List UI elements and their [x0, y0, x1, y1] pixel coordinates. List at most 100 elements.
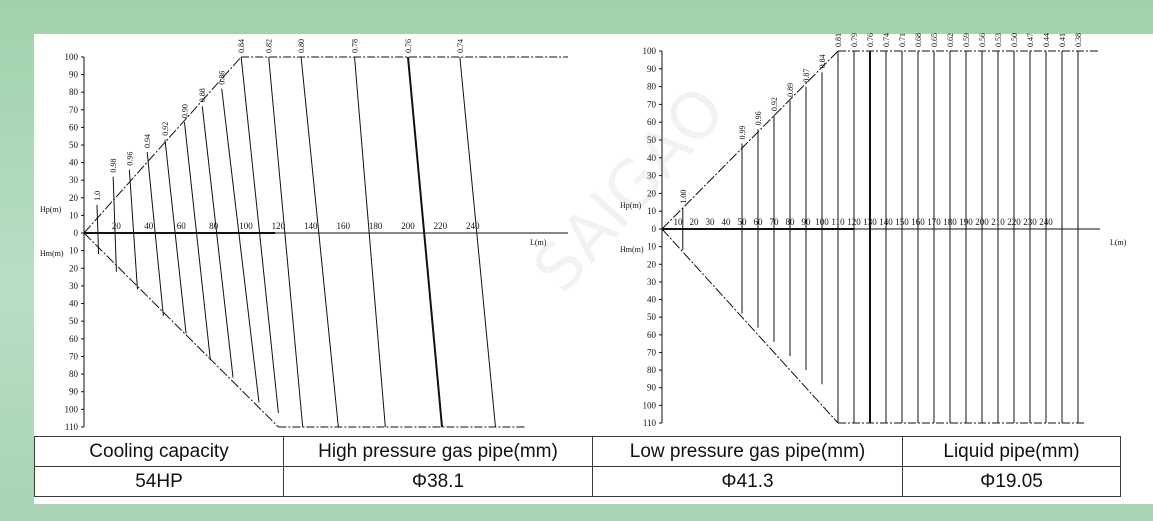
series-label: 0.80 [297, 39, 306, 53]
hp-tick-label: 30 [69, 175, 79, 185]
hm-tick-label: 80 [69, 369, 79, 379]
series-label: 0.89 [786, 83, 795, 97]
hm-tick-label: 60 [69, 334, 79, 344]
spec-table: Cooling capacity High pressure gas pipe(… [34, 436, 1121, 497]
hp-tick-label: 30 [647, 171, 657, 181]
hp-axis-label: Hp(m) [40, 205, 62, 214]
series-label: 0.38 [1074, 33, 1083, 47]
hm-tick-label: 70 [647, 347, 657, 357]
hp-axis-label: Hp(m) [620, 201, 642, 210]
series-label: 0.56 [978, 33, 987, 47]
hp-tick-label: 50 [647, 135, 657, 145]
table-header-row: Cooling capacity High pressure gas pipe(… [34, 436, 1121, 467]
x-tick-label: 180 [369, 221, 383, 231]
series-label: 0.82 [265, 39, 274, 53]
series-label: 0.50 [1010, 33, 1019, 47]
series-label: 0.74 [456, 39, 465, 53]
x-tick-label: 120 [272, 221, 286, 231]
x-tick-label: 100 [239, 221, 253, 231]
series-label: 0.99 [738, 126, 747, 140]
hm-tick-label: 70 [69, 351, 79, 361]
series-line [240, 56, 279, 413]
series-line [183, 122, 211, 361]
hp-tick-label: 60 [69, 122, 79, 132]
series-label: 0.44 [1042, 33, 1051, 47]
hp-tick-label: 50 [69, 140, 79, 150]
series-label: 0.62 [946, 33, 955, 47]
hp-tick-label: 60 [647, 117, 657, 127]
x-tick-label: 40 [722, 217, 732, 227]
series-line [268, 56, 304, 428]
series-line [128, 169, 138, 290]
x-tick-label: 200 [401, 221, 415, 231]
series-label: 0.92 [770, 97, 779, 111]
table-cell: Φ19.05 [902, 466, 1121, 497]
hm-tick-label: 20 [69, 263, 79, 273]
hm-tick-label: 10 [69, 246, 79, 256]
hm-tick-label: 10 [647, 242, 657, 252]
series-line [459, 56, 496, 428]
x-tick-label: 20 [112, 221, 122, 231]
series-label: 0.78 [351, 39, 360, 53]
x-tick-label: 240 [466, 221, 480, 231]
series-label: 0.68 [914, 33, 923, 47]
series-label: 0.87 [802, 69, 811, 83]
series-line [407, 56, 444, 428]
hm-envelope-line [661, 228, 839, 424]
series-line [112, 176, 117, 272]
x-tick-label: 20 [690, 217, 700, 227]
series-label: 0.41 [1058, 33, 1067, 47]
hm-tick-label: 90 [647, 383, 657, 393]
x-tick-label: 220 [434, 221, 448, 231]
series-line [164, 139, 187, 334]
x-axis-label: L(m) [530, 238, 547, 247]
x-tick-label: 80 [209, 221, 219, 231]
hm-axis-label: Hm(m) [620, 245, 644, 254]
hm-tick-label: 110 [65, 422, 79, 432]
hm-tick-label: 100 [643, 400, 657, 410]
hm-tick-label: 60 [647, 330, 657, 340]
hm-tick-label: 30 [647, 277, 657, 287]
hp-tick-label: 0 [74, 228, 79, 238]
x-axis-label: L(m) [1110, 238, 1127, 247]
hm-tick-label: 40 [647, 295, 657, 305]
x-tick-label: 60 [177, 221, 187, 231]
hm-tick-label: 100 [65, 404, 79, 414]
hp-tick-label: 20 [647, 188, 657, 198]
chart-canvas: 0102030405060708090100102030405060708090… [40, 33, 1127, 432]
series-label: 0.53 [994, 33, 1003, 47]
series-label: 0.90 [180, 104, 189, 118]
hm-envelope-line [83, 232, 279, 428]
series-line [300, 56, 339, 428]
x-tick-label: 10 [674, 217, 684, 227]
series-label: 0.86 [218, 71, 227, 85]
hp-tick-label: 10 [69, 210, 79, 220]
series-label: 0.94 [143, 134, 152, 148]
series-line [201, 106, 234, 378]
series-label: 0.96 [125, 152, 134, 166]
table-header-cell: Cooling capacity [34, 436, 284, 467]
hm-tick-label: 80 [647, 365, 657, 375]
series-label: 0.92 [161, 122, 170, 136]
hp-tick-label: 40 [69, 158, 79, 168]
series-line [354, 56, 386, 428]
table-cell: Φ41.3 [592, 466, 903, 497]
series-label: 0.65 [930, 33, 939, 47]
series-label: 0.84 [818, 54, 827, 68]
table-header-cell: High pressure gas pipe(mm) [283, 436, 593, 467]
hm-tick-label: 50 [647, 312, 657, 322]
hp-envelope-line [83, 56, 242, 234]
series-label: 0.98 [109, 159, 118, 173]
hp-tick-label: 100 [643, 46, 657, 56]
hm-axis-label: Hm(m) [40, 249, 64, 258]
x-tick-label: 40 [144, 221, 154, 231]
hp-tick-label: 20 [69, 193, 79, 203]
table-header-cell: Liquid pipe(mm) [902, 436, 1121, 467]
hp-tick-label: 80 [69, 87, 79, 97]
hp-tick-label: 90 [647, 64, 657, 74]
hm-tick-label: 20 [647, 259, 657, 269]
hp-tick-label: 0 [652, 224, 657, 234]
hm-tick-label: 110 [643, 418, 657, 428]
series-label: 0.76 [404, 39, 413, 53]
series-label: 0.81 [834, 33, 843, 47]
